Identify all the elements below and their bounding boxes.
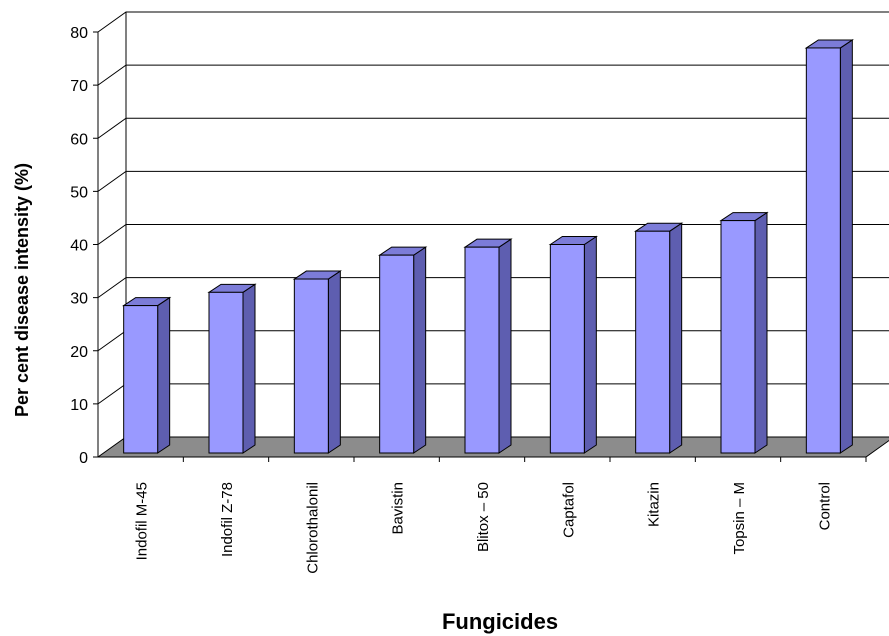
bar (719, 211, 769, 454)
bar-side (242, 283, 256, 454)
bar-front (464, 246, 500, 454)
x-tick-labels: Indofil M-45 Indofil Z-78 Chlorothalonil Ba… (134, 482, 834, 574)
bar-side (754, 211, 768, 454)
bar-front (379, 254, 415, 454)
bar-front (549, 244, 585, 454)
gridline (97, 117, 889, 139)
y-tick-label: 60 (70, 131, 88, 148)
y-tick-label: 70 (70, 78, 88, 95)
x-tick-label: Bavistin (390, 482, 407, 535)
x-tick-label: Blitox – 50 (475, 482, 492, 552)
bar (634, 222, 684, 454)
bar (804, 39, 854, 454)
y-tick-label: 30 (70, 291, 88, 308)
bar-front (805, 47, 841, 454)
y-tick-label: 20 (70, 344, 88, 361)
bar-front (123, 305, 159, 454)
bar-side (327, 270, 341, 454)
y-tick-label: 80 (70, 25, 88, 42)
x-tick-label: Indofil Z-78 (219, 482, 236, 557)
bar-side (839, 39, 853, 454)
y-axis-title: Per cent disease intensity (%) (12, 163, 32, 417)
gridline (97, 64, 889, 86)
y-tick-label: 40 (70, 238, 88, 255)
x-tick-label: Indofil M-45 (134, 482, 151, 560)
y-tick-label: 10 (70, 397, 88, 414)
y-tick-label: 50 (70, 184, 88, 201)
x-tick-label: Chlorothalonil (304, 482, 321, 574)
bars (122, 39, 854, 454)
bar (378, 246, 428, 454)
x-tick-label: Captafol (560, 482, 577, 538)
bar-side (669, 222, 683, 454)
bar-side (413, 246, 427, 454)
x-axis-title: Fungicides (442, 609, 558, 634)
bar-side (583, 235, 597, 454)
gridline (97, 170, 889, 192)
bar (463, 238, 513, 454)
bar-front (635, 230, 671, 454)
bar-side (157, 296, 171, 454)
x-tick-label: Topsin – M (731, 482, 748, 555)
bar-side (498, 238, 512, 454)
bar (207, 283, 257, 454)
y-tick-labels: 0 10 20 30 40 50 60 70 80 (70, 25, 88, 467)
bar (292, 270, 342, 454)
x-tick-label: Kitazin (646, 482, 663, 527)
bar-front (720, 220, 756, 454)
gridline (97, 11, 889, 33)
x-tick-label: Control (816, 482, 833, 530)
bar (548, 235, 598, 454)
bar-front (208, 291, 244, 454)
y-tick-label: 0 (79, 450, 88, 467)
bar-front (293, 278, 329, 454)
bar (122, 296, 172, 454)
